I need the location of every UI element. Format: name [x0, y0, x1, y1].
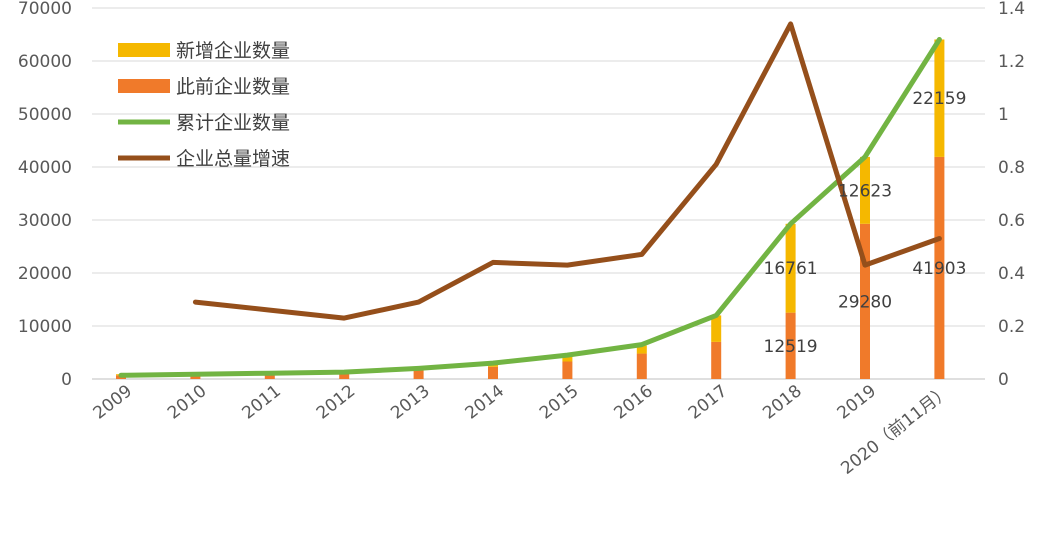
x-tick-label: 2012 [313, 381, 359, 423]
legend-label: 此前企业数量 [176, 76, 290, 98]
bar-prev [860, 223, 870, 379]
y-left-tick-label: 60000 [18, 52, 72, 72]
gridlines [92, 7, 985, 380]
y-left-tick-label: 70000 [18, 0, 72, 19]
bar-new [562, 356, 573, 362]
x-tick-label: 2018 [759, 381, 805, 423]
x-tick-label: 2015 [536, 381, 582, 423]
y-right-tick-label: 0.8 [998, 158, 1025, 178]
y-right-tick-label: 0 [998, 370, 1009, 390]
data-labels: 16761 12519 12623 29280 22159 41903 [764, 89, 967, 357]
y-left-tick-label: 40000 [18, 158, 72, 178]
y-left-tick-label: 10000 [18, 317, 72, 337]
x-tick-label: 2011 [238, 381, 284, 423]
bar-new [636, 345, 647, 354]
data-label: 22159 [912, 89, 966, 109]
series-line-cumulative [118, 37, 942, 378]
bar-prev [562, 361, 573, 379]
y-right-tick-label: 1.2 [998, 52, 1025, 72]
x-axis: 2009 2010 2011 2012 2013 2014 2015 2016 2017 2018… [90, 381, 955, 479]
x-tick-label: 2019 [834, 381, 880, 423]
y-right-tick-label: 0.4 [998, 264, 1025, 284]
data-label: 29280 [838, 292, 892, 312]
bar-prev [711, 341, 722, 379]
bar-new [934, 39, 945, 157]
x-tick-label: 2017 [685, 381, 731, 423]
bar-prev [264, 373, 275, 379]
data-label: 16761 [764, 259, 818, 279]
x-tick-label: 2010 [164, 381, 210, 423]
x-tick-label: 2013 [387, 381, 433, 423]
bar-prev [934, 156, 945, 379]
legend-swatch [118, 43, 170, 57]
bar-prev [785, 312, 796, 379]
y-right-tick-label: 1 [998, 105, 1009, 125]
y-left-tick-label: 30000 [18, 211, 72, 231]
data-label: 41903 [912, 259, 966, 279]
y-left-tick-label: 0 [61, 370, 72, 390]
y-right-tick-label: 0.2 [998, 317, 1025, 337]
legend-label: 累计企业数量 [176, 112, 290, 134]
bar-prev [339, 372, 350, 379]
y-axis-right: 0 0.2 0.4 0.6 0.8 1 1.2 1.4 [998, 0, 1025, 390]
series-lines [118, 21, 942, 378]
bar-new [785, 223, 796, 313]
bar-prev [636, 353, 647, 379]
y-right-tick-label: 1.4 [998, 0, 1025, 19]
bar-prev [413, 369, 424, 379]
bar-new [711, 315, 722, 342]
legend-swatch [118, 79, 170, 93]
x-tick-label: 2014 [462, 381, 508, 423]
bar-new [860, 156, 870, 224]
data-label: 12623 [838, 181, 892, 201]
x-tick-label: 2009 [90, 381, 136, 423]
legend-label: 新增企业数量 [176, 40, 290, 62]
data-label: 12519 [764, 337, 818, 357]
y-left-tick-label: 50000 [18, 105, 72, 125]
legend-label: 企业总量增速 [176, 148, 290, 170]
y-left-tick-label: 20000 [18, 264, 72, 284]
y-right-tick-label: 0.6 [998, 211, 1025, 231]
x-tick-label: 2016 [610, 381, 656, 423]
series-line-growth [192, 21, 942, 321]
y-axis-left: 0 10000 20000 30000 40000 50000 60000 70000 [18, 0, 72, 390]
bar-prev [488, 366, 498, 379]
